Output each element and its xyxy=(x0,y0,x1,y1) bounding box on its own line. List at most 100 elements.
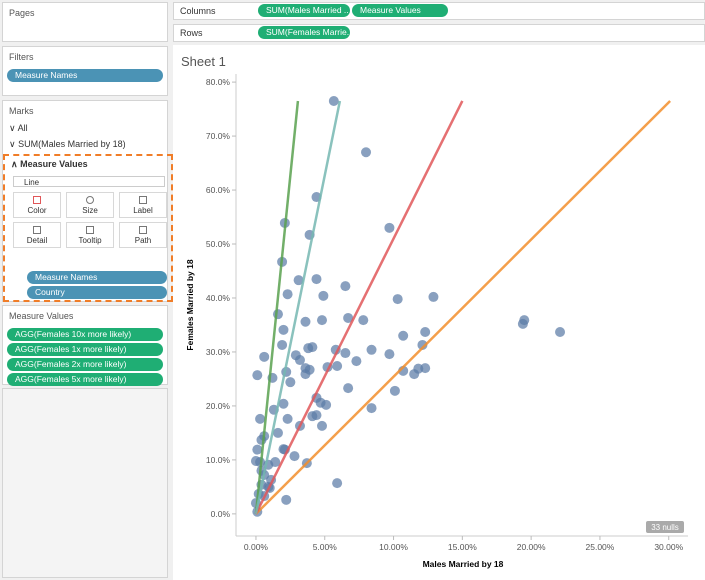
data-point xyxy=(300,316,311,327)
data-point xyxy=(316,420,327,431)
x-tick-label: 5.00% xyxy=(313,542,338,552)
data-point xyxy=(420,326,431,337)
nulls-badge[interactable] xyxy=(646,521,684,533)
filter-pill[interactable]: Measure Names xyxy=(7,69,163,82)
x-axis-title: Males Married by 18 xyxy=(423,559,504,569)
ratio-line xyxy=(255,100,671,515)
marks-button[interactable]: Size xyxy=(66,192,114,218)
y-tick-label: 40.0% xyxy=(206,293,231,303)
x-tick-label: 30.00% xyxy=(654,542,683,552)
data-point xyxy=(328,95,339,106)
x-tick-label: 10.00% xyxy=(379,542,408,552)
data-point xyxy=(311,410,322,421)
sheet: Sheet 1 Males Married by 18 Females Marr… xyxy=(173,45,705,580)
data-point xyxy=(278,324,289,335)
ratio-line xyxy=(254,100,464,515)
button-label: Path xyxy=(134,236,152,245)
marks-item[interactable]: ∧ Measure Values xyxy=(11,159,88,169)
y-tick-label: 70.0% xyxy=(206,131,231,141)
y-axis-title: Females Married by 18 xyxy=(185,259,195,350)
data-point xyxy=(398,330,409,341)
marks-item[interactable]: ∨ All xyxy=(9,123,28,133)
data-point xyxy=(270,457,281,468)
data-point xyxy=(343,383,354,394)
data-point xyxy=(282,289,293,300)
data-point xyxy=(351,356,362,367)
card-title: Marks xyxy=(9,106,34,116)
data-point xyxy=(392,294,403,305)
measure-pill[interactable]: AGG(Females 1x more likely) xyxy=(7,343,163,356)
data-point xyxy=(384,349,395,360)
sheet-title: Sheet 1 xyxy=(181,54,226,69)
rows-shelf: Rows SUM(Females Marrie.. xyxy=(173,24,705,42)
data-point xyxy=(321,399,332,410)
mark-type-dropdown[interactable]: Line xyxy=(13,176,165,187)
marks-button[interactable]: Color xyxy=(13,192,61,218)
shelf-pill[interactable]: SUM(Females Marrie.. xyxy=(258,26,350,39)
data-point xyxy=(272,309,283,320)
card-title: Measure Values xyxy=(9,311,74,321)
button-label: Size xyxy=(82,206,98,215)
data-point xyxy=(285,377,296,388)
marks-pill[interactable]: Country xyxy=(27,286,167,299)
marks-button[interactable]: Detail xyxy=(13,222,61,248)
marks-button[interactable]: Label xyxy=(119,192,167,218)
data-point xyxy=(420,363,431,374)
card-title: Filters xyxy=(9,52,34,62)
measure-values-card: Measure Values AGG(Females 10x more like… xyxy=(2,305,168,386)
marks-button[interactable]: Path xyxy=(119,222,167,248)
data-point xyxy=(307,342,318,353)
shelf-label: Columns xyxy=(180,6,216,16)
y-tick-label: 20.0% xyxy=(206,401,231,411)
y-tick-label: 60.0% xyxy=(206,185,231,195)
data-point xyxy=(555,326,566,337)
data-point xyxy=(366,344,377,355)
shelf-pill[interactable]: Measure Values xyxy=(352,4,448,17)
data-point xyxy=(252,370,263,381)
measure-pill[interactable]: AGG(Females 5x more likely) xyxy=(7,373,163,386)
pages-card: Pages xyxy=(2,2,168,42)
data-point xyxy=(293,275,304,286)
data-point xyxy=(384,222,395,233)
x-tick-label: 0.00% xyxy=(244,542,269,552)
x-tick-label: 15.00% xyxy=(448,542,477,552)
data-point xyxy=(318,290,329,301)
data-point xyxy=(255,413,266,424)
data-point xyxy=(332,478,343,489)
data-point xyxy=(340,281,351,292)
measure-pill[interactable]: AGG(Females 2x more likely) xyxy=(7,358,163,371)
data-point xyxy=(316,315,327,326)
data-point xyxy=(517,318,528,329)
shelf-label: Rows xyxy=(180,28,203,38)
button-label: Label xyxy=(133,206,153,215)
marks-item-label: Measure Values xyxy=(20,159,88,169)
y-tick-label: 80.0% xyxy=(206,77,231,87)
y-tick-label: 30.0% xyxy=(206,347,231,357)
data-point xyxy=(294,355,305,366)
data-point xyxy=(311,274,322,285)
ratio-line xyxy=(254,100,342,515)
y-tick-label: 0.0% xyxy=(211,509,231,519)
button-label: Detail xyxy=(26,236,48,245)
marks-item[interactable]: ∨ SUM(Males Married by 18) xyxy=(9,139,126,149)
marks-button[interactable]: Tooltip xyxy=(66,222,114,248)
data-point xyxy=(417,339,428,350)
shelf-pill[interactable]: SUM(Males Married .. xyxy=(258,4,350,17)
y-tick-label: 50.0% xyxy=(206,239,231,249)
measure-pill[interactable]: AGG(Females 10x more likely) xyxy=(7,328,163,341)
marks-item-label: SUM(Males Married by 18) xyxy=(18,139,126,149)
button-label: Color xyxy=(27,206,47,215)
data-point xyxy=(259,351,270,362)
data-point xyxy=(428,291,439,302)
data-point xyxy=(282,413,293,424)
data-point xyxy=(281,494,292,505)
x-tick-label: 20.00% xyxy=(517,542,546,552)
data-point xyxy=(340,348,351,359)
data-point xyxy=(361,147,372,158)
nulls-indicator[interactable]: 33 nulls xyxy=(651,523,679,532)
data-point xyxy=(278,398,289,409)
marks-pill[interactable]: Measure Names xyxy=(27,271,167,284)
data-point xyxy=(289,451,300,462)
highlight-box: ∧ Measure Values Line Color Size Label D… xyxy=(3,154,173,302)
empty-card xyxy=(2,388,168,578)
